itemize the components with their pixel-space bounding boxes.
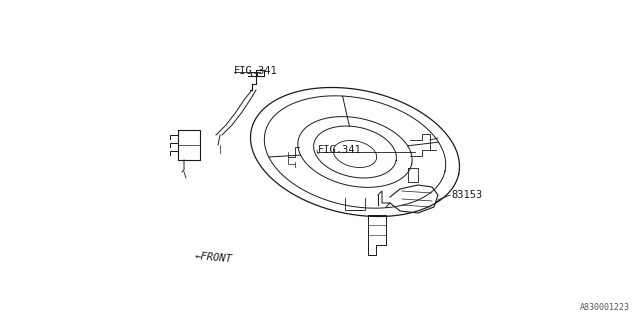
Text: FIG.341: FIG.341: [234, 66, 278, 76]
Text: FIG.341: FIG.341: [318, 145, 362, 155]
Text: A830001223: A830001223: [580, 303, 630, 312]
Text: ←FRONT: ←FRONT: [195, 252, 233, 265]
Text: 83153: 83153: [451, 190, 483, 200]
